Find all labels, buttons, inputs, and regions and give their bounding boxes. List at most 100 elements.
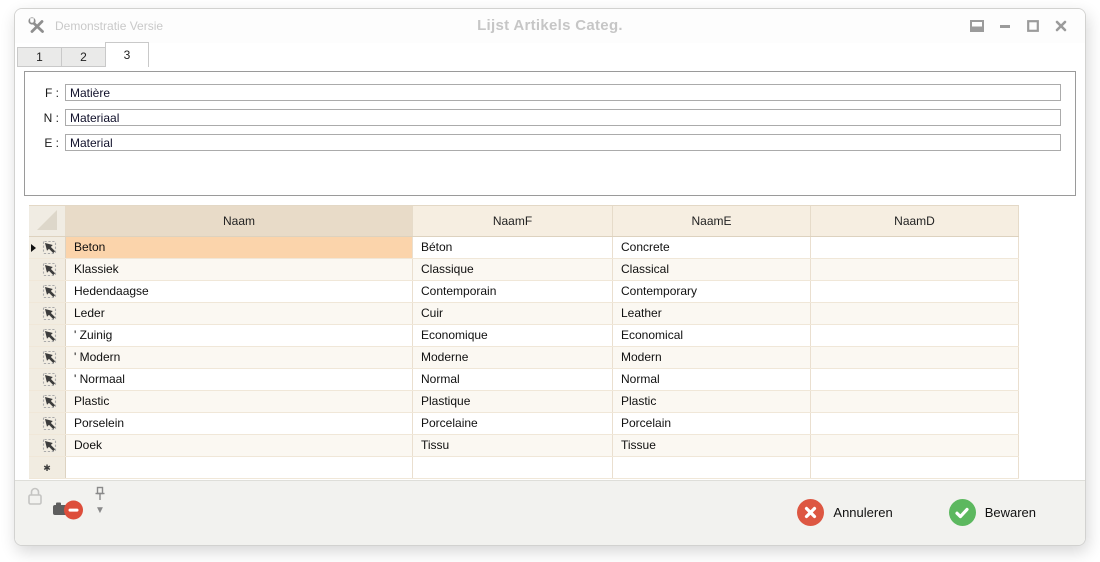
field-e-label: E : [44, 136, 59, 150]
cell-naame[interactable]: Leather [613, 303, 811, 324]
table-row[interactable]: Porselein Porcelaine Porcelain [29, 413, 1019, 435]
field-row-n: N : [25, 109, 1075, 127]
row-header-cell[interactable] [29, 259, 66, 280]
row-header-cell[interactable] [29, 391, 66, 412]
cell-naamd[interactable] [811, 369, 1019, 390]
save-check-icon [948, 499, 976, 526]
cell-naamd[interactable] [811, 281, 1019, 302]
row-header-cell[interactable] [29, 413, 66, 434]
cell-naame[interactable]: Porcelain [613, 413, 811, 434]
cell-naame[interactable]: Tissue [613, 435, 811, 456]
table-row[interactable]: Doek Tissu Tissue [29, 435, 1019, 457]
table-row[interactable]: ' Modern Moderne Modern [29, 347, 1019, 369]
cell-naamd[interactable] [811, 259, 1019, 280]
new-cell-naamd[interactable] [811, 457, 1019, 478]
field-e-input[interactable] [65, 134, 1061, 151]
row-header-cell[interactable] [29, 369, 66, 390]
cell-naamf[interactable]: Contemporain [413, 281, 613, 302]
new-cell-naam[interactable] [66, 457, 413, 478]
field-n-input[interactable] [65, 109, 1061, 126]
cell-naamd[interactable] [811, 325, 1019, 346]
select-all-cell[interactable] [29, 206, 66, 236]
cell-naamf[interactable]: Tissu [413, 435, 613, 456]
cell-naam[interactable]: Doek [66, 435, 413, 456]
cancel-button[interactable]: Annuleren [797, 499, 893, 526]
column-header-naamd[interactable]: NaamD [811, 206, 1019, 236]
new-cell-naamf[interactable] [413, 457, 613, 478]
cell-naame[interactable]: Economical [613, 325, 811, 346]
table-row[interactable]: Hedendaagse Contemporain Contemporary [29, 281, 1019, 303]
table-row[interactable]: Beton Béton Concrete [29, 237, 1019, 259]
cell-naame[interactable]: Modern [613, 347, 811, 368]
tab-3[interactable]: 3 [105, 42, 149, 67]
close-icon[interactable] [1053, 19, 1069, 33]
table-row[interactable]: ' Normaal Normal Normal [29, 369, 1019, 391]
cell-naamf[interactable]: Béton [413, 237, 613, 258]
photo-remove-icon[interactable] [51, 497, 85, 526]
cell-naamd[interactable] [811, 391, 1019, 412]
cell-naam[interactable]: Plastic [66, 391, 413, 412]
table-row[interactable]: Plastic Plastique Plastic [29, 391, 1019, 413]
cell-naamf[interactable]: Porcelaine [413, 413, 613, 434]
cell-naamf[interactable]: Cuir [413, 303, 613, 324]
column-header-naam[interactable]: Naam [66, 206, 413, 236]
cell-naame[interactable]: Plastic [613, 391, 811, 412]
new-cell-naame[interactable] [613, 457, 811, 478]
cell-naamf[interactable]: Moderne [413, 347, 613, 368]
row-select-icon [42, 394, 57, 408]
cell-naame[interactable]: Normal [613, 369, 811, 390]
row-header-cell[interactable] [29, 237, 66, 258]
row-header-cell[interactable] [29, 325, 66, 346]
cell-naam[interactable]: ' Modern [66, 347, 413, 368]
row-header-cell[interactable] [29, 347, 66, 368]
cell-naamf[interactable]: Normal [413, 369, 613, 390]
row-header-cell[interactable] [29, 303, 66, 324]
cell-naam[interactable]: Leder [66, 303, 413, 324]
maximize-icon[interactable] [1025, 19, 1041, 33]
tab-1[interactable]: 1 [17, 47, 62, 67]
cell-naam[interactable]: Hedendaagse [66, 281, 413, 302]
field-f-label: F : [45, 86, 59, 100]
row-header-cell[interactable] [29, 281, 66, 302]
field-f-input[interactable] [65, 84, 1061, 101]
dialog-window: Demonstratie Versie Lijst Artikels Categ… [14, 8, 1086, 546]
cell-naamd[interactable] [811, 347, 1019, 368]
column-header-naamf[interactable]: NaamF [413, 206, 613, 236]
tab-strip: 1 2 3 [17, 42, 149, 67]
cell-naame[interactable]: Concrete [613, 237, 811, 258]
pin-icon[interactable] [93, 486, 107, 507]
categories-grid: Naam NaamF NaamE NaamD Beton Béton Concr… [29, 205, 1019, 479]
title-bar: Demonstratie Versie Lijst Artikels Categ… [15, 9, 1085, 43]
cell-naamd[interactable] [811, 237, 1019, 258]
save-button[interactable]: Bewaren [948, 499, 1036, 526]
row-select-icon [42, 416, 57, 430]
cell-naamf[interactable]: Plastique [413, 391, 613, 412]
cell-naame[interactable]: Contemporary [613, 281, 811, 302]
cell-naam[interactable]: Beton [66, 237, 413, 258]
dropdown-caret-icon[interactable]: ▼ [95, 505, 105, 516]
cell-naam[interactable]: Porselein [66, 413, 413, 434]
column-header-naame[interactable]: NaamE [613, 206, 811, 236]
row-select-icon [42, 284, 57, 298]
cell-naamd[interactable] [811, 303, 1019, 324]
cell-naamd[interactable] [811, 435, 1019, 456]
tab-2[interactable]: 2 [61, 47, 106, 67]
cell-naam[interactable]: ' Zuinig [66, 325, 413, 346]
table-row[interactable]: Klassiek Classique Classical [29, 259, 1019, 281]
translations-groupbox: F : N : E : [24, 71, 1076, 196]
minimize-icon[interactable] [997, 19, 1013, 33]
new-row[interactable]: ✱ [29, 457, 1019, 479]
cell-naamf[interactable]: Classique [413, 259, 613, 280]
cell-naamf[interactable]: Economique [413, 325, 613, 346]
cell-naamd[interactable] [811, 413, 1019, 434]
row-select-icon [42, 306, 57, 320]
table-row[interactable]: ' Zuinig Economique Economical [29, 325, 1019, 347]
cell-naame[interactable]: Classical [613, 259, 811, 280]
cell-naam[interactable]: Klassiek [66, 259, 413, 280]
row-header-cell[interactable] [29, 435, 66, 456]
table-row[interactable]: Leder Cuir Leather [29, 303, 1019, 325]
dock-bottom-icon[interactable] [969, 19, 985, 33]
cell-naam[interactable]: ' Normaal [66, 369, 413, 390]
new-row-header-cell[interactable]: ✱ [29, 457, 66, 478]
grid-header: Naam NaamF NaamE NaamD [29, 205, 1019, 237]
